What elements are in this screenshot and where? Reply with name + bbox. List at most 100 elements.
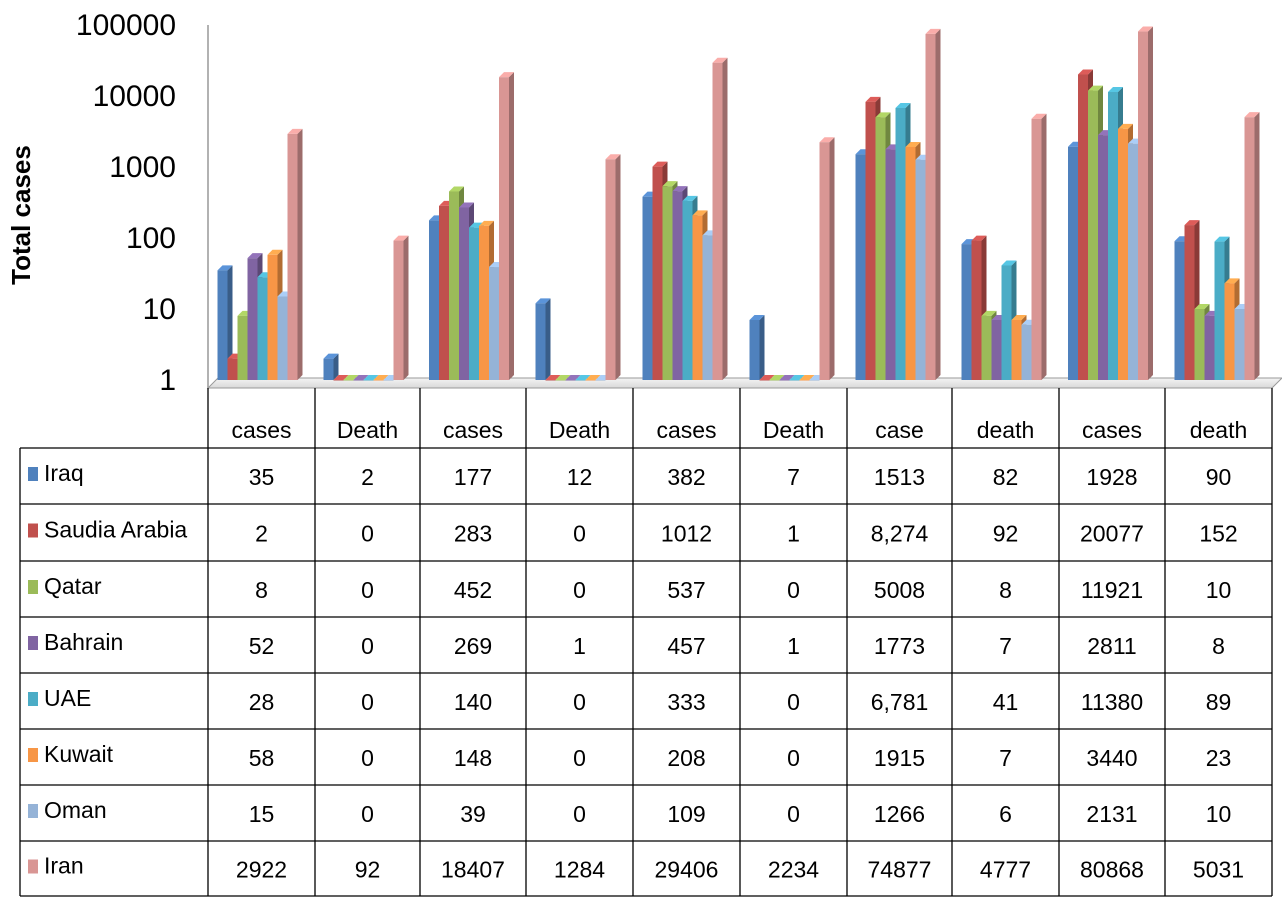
x-tick-label: cases (656, 417, 716, 443)
bar-front (1138, 31, 1148, 381)
bar-front (875, 117, 886, 381)
data-label: 382 (667, 464, 705, 490)
data-label: 1 (787, 633, 800, 659)
data-label: 1928 (1086, 464, 1137, 490)
bar (287, 128, 303, 380)
bar-front (217, 270, 228, 380)
x-tick-label: case (875, 417, 924, 443)
data-label: 82 (993, 464, 1019, 490)
bar-front (819, 142, 830, 380)
data-label: 12 (567, 464, 593, 490)
bar-top (981, 310, 997, 316)
bar-front (353, 380, 364, 381)
data-label: 0 (787, 577, 800, 603)
bar-side (1041, 113, 1047, 381)
bar-top (875, 112, 891, 118)
data-label: 0 (361, 745, 374, 771)
bar-top (267, 249, 283, 255)
bar-top (1108, 87, 1123, 93)
x-tick-label: cases (1082, 417, 1142, 443)
data-label: 0 (573, 801, 586, 827)
bar-front (1011, 319, 1022, 380)
data-label: 0 (573, 521, 586, 547)
legend-entry: Bahrain (44, 629, 123, 655)
bar-front (545, 380, 556, 381)
bar-front (991, 319, 1002, 380)
bar-front (1234, 309, 1245, 380)
bar-front (227, 358, 238, 380)
bar-top (535, 298, 551, 304)
bar (393, 235, 409, 380)
legend-swatch (28, 859, 38, 874)
bar-front (712, 62, 723, 380)
bar-side (1254, 112, 1260, 380)
legend-swatch (28, 636, 38, 650)
legend-swatch (28, 692, 38, 706)
bar-top (1184, 220, 1200, 226)
y-tick-label: 100000 (76, 9, 176, 42)
bar (323, 353, 339, 380)
bar-top (662, 181, 678, 187)
chart-floor (206, 377, 1282, 389)
data-label: 80868 (1080, 857, 1144, 883)
axis: 1 10 100 1000 10000 100000 (76, 9, 1282, 397)
bar-top (1031, 113, 1047, 119)
bar-top (247, 253, 263, 259)
bar-top (1088, 85, 1103, 91)
data-label: 8 (999, 577, 1012, 603)
bar-front (885, 149, 896, 380)
bar-side (227, 265, 233, 380)
y-tick-label: 10000 (93, 80, 176, 113)
data-label: 2 (255, 521, 268, 547)
bar-top (652, 161, 668, 167)
data-label: 1266 (874, 801, 925, 827)
data-label: 0 (361, 633, 374, 659)
bar-top (1118, 123, 1133, 129)
bar (712, 57, 728, 380)
data-label: 89 (1206, 689, 1232, 715)
data-table: cases Death cases Death cases Death case death c… (19, 388, 1273, 897)
bar-top (459, 202, 474, 208)
bar-front (779, 380, 790, 381)
data-label: 2922 (236, 857, 287, 883)
bar-front (1184, 225, 1195, 380)
bar-front (1204, 315, 1215, 380)
bar-front (449, 191, 459, 380)
legend-entry: Iran (44, 853, 84, 879)
bar-front (1031, 118, 1042, 381)
bar (749, 314, 765, 380)
y-tick-label: 100 (126, 222, 176, 255)
bar-top (865, 96, 881, 102)
data-label: 1773 (874, 633, 925, 659)
data-label: 11921 (1081, 577, 1143, 603)
bar-top (692, 210, 708, 216)
bar-front (981, 315, 992, 380)
bar-front (237, 315, 248, 380)
bar-front (895, 107, 906, 380)
data-label: 41 (993, 689, 1019, 715)
bar-front (1118, 128, 1128, 380)
x-tick-label: cases (231, 417, 291, 443)
bar-top (1244, 112, 1260, 118)
x-tick-label: Death (763, 417, 824, 443)
bar-top (1078, 69, 1093, 75)
data-label: 0 (361, 577, 374, 603)
data-label: 0 (787, 689, 800, 715)
data-label: 1513 (874, 464, 925, 490)
bar-front (749, 319, 760, 380)
bar-top (479, 220, 494, 226)
data-label: 1915 (874, 745, 925, 771)
data-label: 177 (454, 464, 492, 490)
bar-top (819, 137, 835, 143)
y-axis-label: Total cases (6, 145, 36, 285)
bar-front (1214, 241, 1225, 380)
bar-front (925, 33, 936, 380)
bar-side (509, 72, 514, 380)
bar-front (575, 380, 586, 381)
data-label: 74877 (868, 857, 932, 883)
data-label: 28 (249, 689, 275, 715)
legend-swatch (28, 580, 38, 594)
data-label: 1 (573, 633, 586, 659)
bar-front (429, 220, 439, 380)
